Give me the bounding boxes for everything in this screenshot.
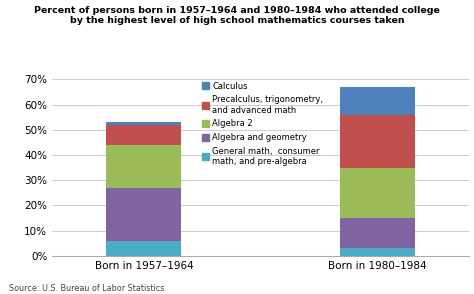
Text: Source: U.S. Bureau of Labor Statistics: Source: U.S. Bureau of Labor Statistics [9, 283, 165, 293]
Bar [106, 145, 182, 188]
Bar [340, 248, 415, 256]
Bar [106, 122, 182, 125]
Legend: Calculus, Precalculus, trigonometry,
and advanced math, Algebra 2, Algebra and g: Calculus, Precalculus, trigonometry, and… [202, 82, 323, 166]
Bar [340, 115, 415, 168]
Text: Percent of persons born in 1957–1964 and 1980–1984 who attended college
by the h: Percent of persons born in 1957–1964 and… [34, 6, 440, 25]
Bar [340, 168, 415, 218]
Bar [340, 87, 415, 115]
Bar [106, 125, 182, 145]
Bar [106, 241, 182, 256]
Bar [106, 188, 182, 241]
Bar [340, 218, 415, 248]
